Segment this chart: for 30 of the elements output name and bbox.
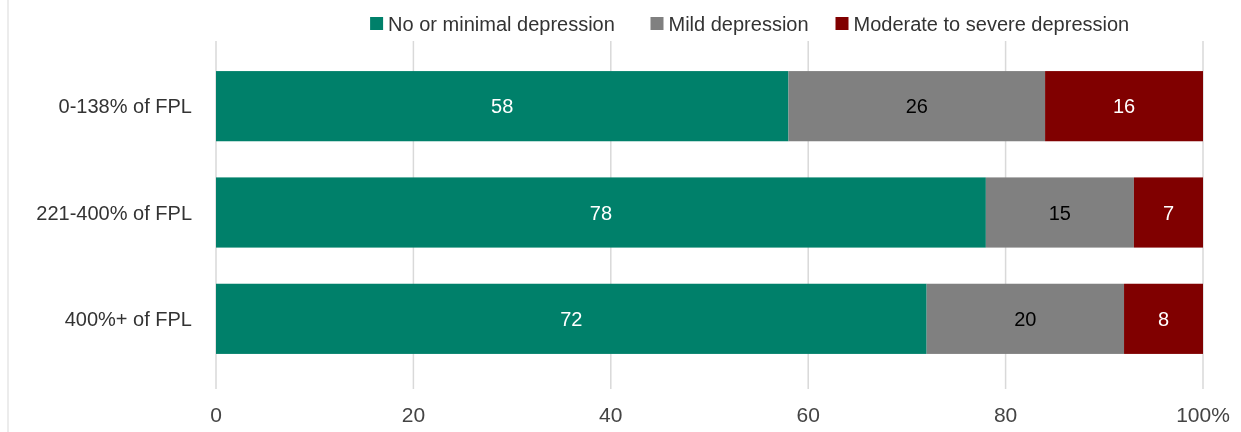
data-label: 16 [1112,95,1136,118]
legend-label: No or minimal depression [388,13,615,35]
data-label: 20 [1014,307,1037,330]
bar [1124,283,1203,354]
bar [216,283,927,354]
data-label: 15 [1048,201,1072,224]
y-tick-label: 221-400% of FPL [36,201,192,224]
data-label: 7 [1162,201,1175,224]
bar [985,177,1134,248]
data-label: 78 [589,201,613,224]
legend-label: Moderate to severe depression [853,13,1130,35]
bar [926,283,1125,354]
bar [1133,177,1203,248]
data-label: 8 [1157,307,1170,330]
y-tick-label: 0-138% of FPL [58,95,192,118]
x-tick-label: 0 [210,403,222,426]
bar [788,71,1046,142]
data-label: 72 [560,307,583,330]
x-tick-label: 40 [599,403,623,426]
bar [216,177,986,248]
bar [216,71,789,142]
x-tick-label: 60 [796,403,820,426]
data-label: 58 [491,95,514,118]
bar [1045,71,1203,142]
x-tick-label: 80 [993,403,1018,426]
legend-label: Mild depression [668,13,809,35]
y-tick-label: 400%+ of FPL [64,307,192,330]
x-tick-label: 20 [401,403,426,426]
x-tick-label: 100% [1176,403,1230,426]
data-label: 26 [905,95,928,118]
